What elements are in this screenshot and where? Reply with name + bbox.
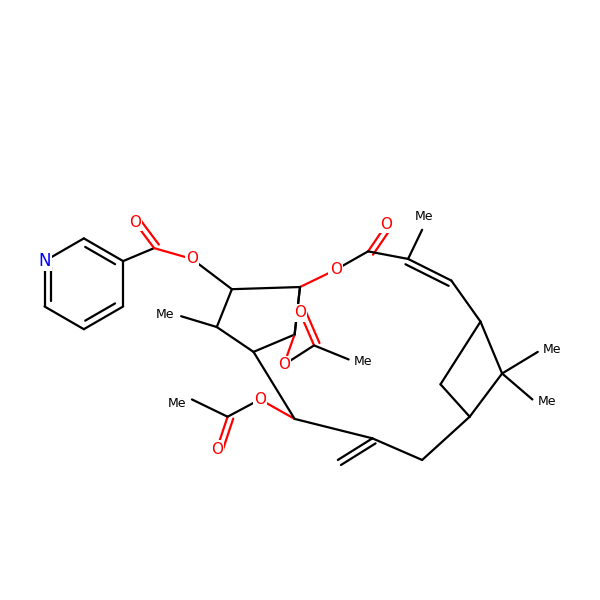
Text: O: O bbox=[211, 442, 223, 457]
Text: O: O bbox=[380, 217, 392, 232]
Text: Me: Me bbox=[543, 343, 562, 356]
Text: Me: Me bbox=[415, 210, 434, 223]
Text: O: O bbox=[278, 358, 290, 373]
Text: Me: Me bbox=[354, 355, 373, 368]
Text: Me: Me bbox=[168, 397, 187, 410]
Text: O: O bbox=[186, 251, 198, 266]
Text: O: O bbox=[128, 215, 140, 230]
Text: Me: Me bbox=[538, 395, 556, 408]
Text: O: O bbox=[294, 305, 306, 320]
Text: N: N bbox=[38, 252, 51, 270]
Text: O: O bbox=[329, 262, 341, 277]
Text: Me: Me bbox=[156, 308, 175, 320]
Text: O: O bbox=[254, 392, 266, 407]
